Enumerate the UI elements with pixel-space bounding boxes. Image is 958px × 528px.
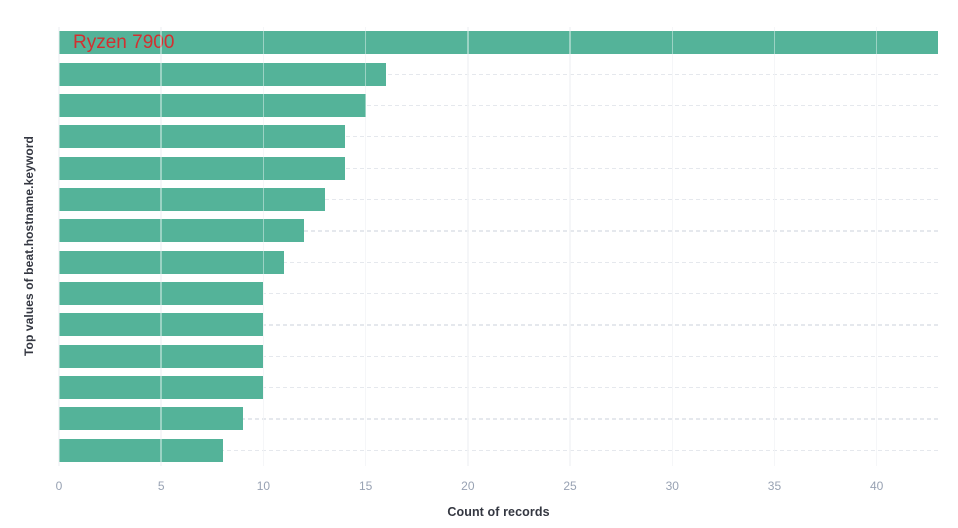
x-axis-title: Count of records — [447, 505, 550, 519]
bar[interactable] — [59, 282, 264, 306]
bar[interactable] — [59, 376, 264, 400]
row-gridline — [59, 104, 938, 107]
row-gridline — [59, 418, 938, 420]
vertical-gridline — [160, 27, 162, 466]
vertical-gridline-overlay — [364, 27, 367, 466]
row-gridline — [59, 387, 938, 389]
vertical-gridline-overlay — [467, 27, 469, 466]
bar[interactable] — [59, 313, 264, 337]
row-gridline — [59, 198, 938, 201]
plot-area: Ryzen 7900 — [58, 27, 938, 466]
row-gridline — [59, 293, 938, 295]
x-tick-label: 10 — [256, 479, 271, 493]
x-tick-label: 30 — [665, 479, 679, 493]
bar[interactable] — [59, 187, 325, 211]
y-axis-title: Top values of beat.hostname.keyword — [22, 136, 36, 356]
vertical-gridline — [671, 27, 673, 466]
bar[interactable] — [59, 250, 284, 274]
row-gridline — [59, 167, 938, 169]
bar[interactable] — [59, 407, 243, 431]
x-tick-label: 20 — [461, 479, 475, 493]
vertical-gridline-overlay — [569, 27, 571, 466]
x-tick-label: 35 — [767, 479, 782, 493]
row-gridline — [59, 324, 938, 326]
vertical-gridline — [569, 27, 571, 466]
bar-annotation: Ryzen 7900 — [73, 31, 175, 53]
vertical-gridline-overlay — [773, 27, 776, 466]
bar[interactable]: Ryzen 7900 — [59, 31, 938, 55]
bar[interactable] — [59, 438, 223, 462]
vertical-gridline — [875, 27, 878, 466]
row-gridline — [59, 261, 938, 263]
bar[interactable] — [59, 219, 305, 243]
vertical-gridline — [467, 27, 469, 466]
vertical-gridline-overlay — [875, 27, 878, 466]
x-tick-label: 15 — [358, 479, 373, 493]
x-tick-label: 40 — [869, 479, 884, 493]
x-tick-label: 25 — [563, 479, 577, 493]
vertical-gridline-overlay — [671, 27, 673, 466]
vertical-gridline-overlay — [262, 27, 265, 466]
row-gridline — [59, 355, 938, 357]
bar[interactable] — [59, 344, 264, 368]
bar[interactable] — [59, 93, 366, 117]
bar[interactable] — [59, 62, 387, 86]
row-gridline — [59, 230, 938, 232]
bar[interactable] — [59, 125, 346, 149]
vertical-gridline — [262, 27, 265, 466]
bar[interactable] — [59, 156, 346, 180]
vertical-gridline-overlay — [58, 27, 60, 466]
x-axis-tick-labels: 0 5 10 15 20 25 30 35 40 — [56, 479, 938, 495]
x-tick-label: 0 — [55, 479, 63, 493]
vertical-gridline — [773, 27, 776, 466]
x-tick-label: 5 — [157, 479, 165, 493]
row-gridline — [59, 449, 938, 451]
row-gridline — [59, 136, 938, 138]
vertical-gridline — [364, 27, 367, 466]
vertical-gridline-overlay — [160, 27, 162, 466]
vertical-gridline — [58, 27, 60, 466]
row-gridline — [59, 73, 938, 75]
